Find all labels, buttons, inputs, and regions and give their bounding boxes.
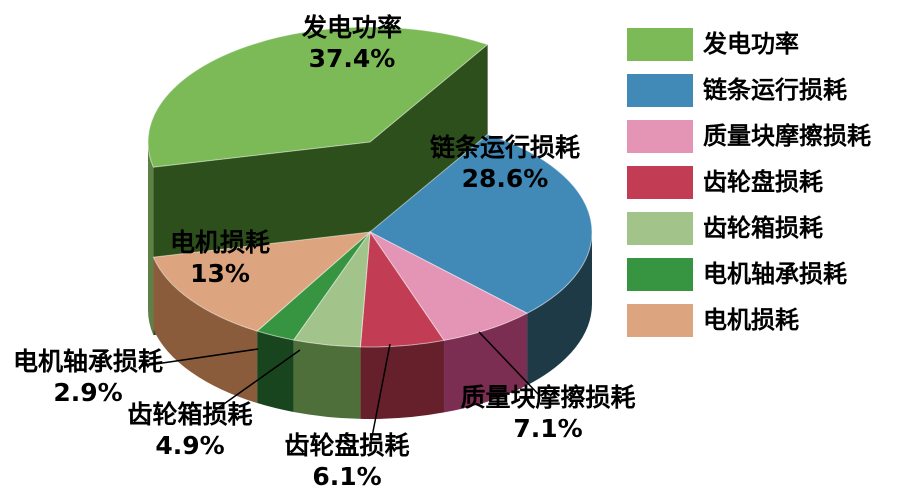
legend-swatch — [627, 304, 693, 337]
pie-slice-side — [257, 331, 294, 412]
legend-item: 齿轮盘损耗 — [627, 166, 915, 199]
slice-label: 电机轴承损耗 — [13, 347, 163, 376]
slice-value: 2.9% — [53, 378, 122, 407]
legend-label: 齿轮盘损耗 — [703, 168, 823, 196]
label-leader-line — [370, 343, 391, 443]
slice-label: 齿轮盘损耗 — [284, 431, 409, 460]
pie-slice-top — [369, 133, 593, 314]
slice-value: 6.1% — [312, 462, 381, 491]
legend-item: 发电功率 — [627, 28, 915, 61]
legend-swatch — [627, 212, 693, 245]
slice-label: 齿轮箱损耗 — [127, 400, 252, 429]
slice-label: 发电功率 — [301, 13, 402, 42]
pie-slice-side — [444, 313, 528, 413]
legend-label: 电机损耗 — [703, 306, 799, 334]
legend-label: 齿轮箱损耗 — [703, 214, 823, 242]
slice-label: 链条运行损耗 — [430, 133, 580, 162]
pie-slice-top — [152, 231, 372, 332]
legend-label: 质量块摩擦损耗 — [703, 122, 871, 150]
pie-slice-side — [153, 257, 258, 404]
legend-swatch — [627, 74, 693, 107]
label-leader-line — [478, 331, 541, 397]
label-leader-line — [213, 349, 301, 412]
slice-value: 13% — [190, 259, 250, 288]
legend-item: 链条运行损耗 — [627, 74, 915, 107]
legend-swatch — [627, 166, 693, 199]
legend-item: 齿轮箱损耗 — [627, 212, 915, 245]
legend-swatch — [627, 120, 693, 153]
legend-item: 电机损耗 — [627, 304, 915, 337]
slice-value: 37.4% — [309, 44, 396, 73]
slice-value: 4.9% — [155, 431, 224, 460]
slice-value: 28.6% — [462, 164, 549, 193]
legend: 发电功率链条运行损耗 质量块摩擦损耗 齿轮盘损耗齿轮箱损耗电机轴承损耗 电机损耗 — [627, 28, 915, 350]
legend-label: 链条运行损耗 — [703, 76, 847, 104]
slice-value: 7.1% — [513, 414, 582, 443]
legend-label: 电机轴承损耗 — [703, 260, 847, 288]
pie-slice-top — [147, 26, 489, 168]
legend-swatch — [627, 258, 693, 291]
pie-slice-side — [360, 340, 445, 419]
slice-label: 电机损耗 — [170, 228, 270, 257]
legend-item: 电机轴承损耗 — [627, 258, 915, 291]
legend-label: 发电功率 — [703, 30, 799, 58]
slice-label: 质量块摩擦损耗 — [460, 383, 635, 412]
pie-slice-side — [527, 232, 592, 386]
label-leader-line — [141, 348, 259, 367]
legend-swatch — [627, 28, 693, 61]
pie-slice-rim — [148, 142, 154, 336]
legend-item: 质量块摩擦损耗 — [627, 120, 915, 153]
pie-slice-side — [293, 339, 361, 419]
